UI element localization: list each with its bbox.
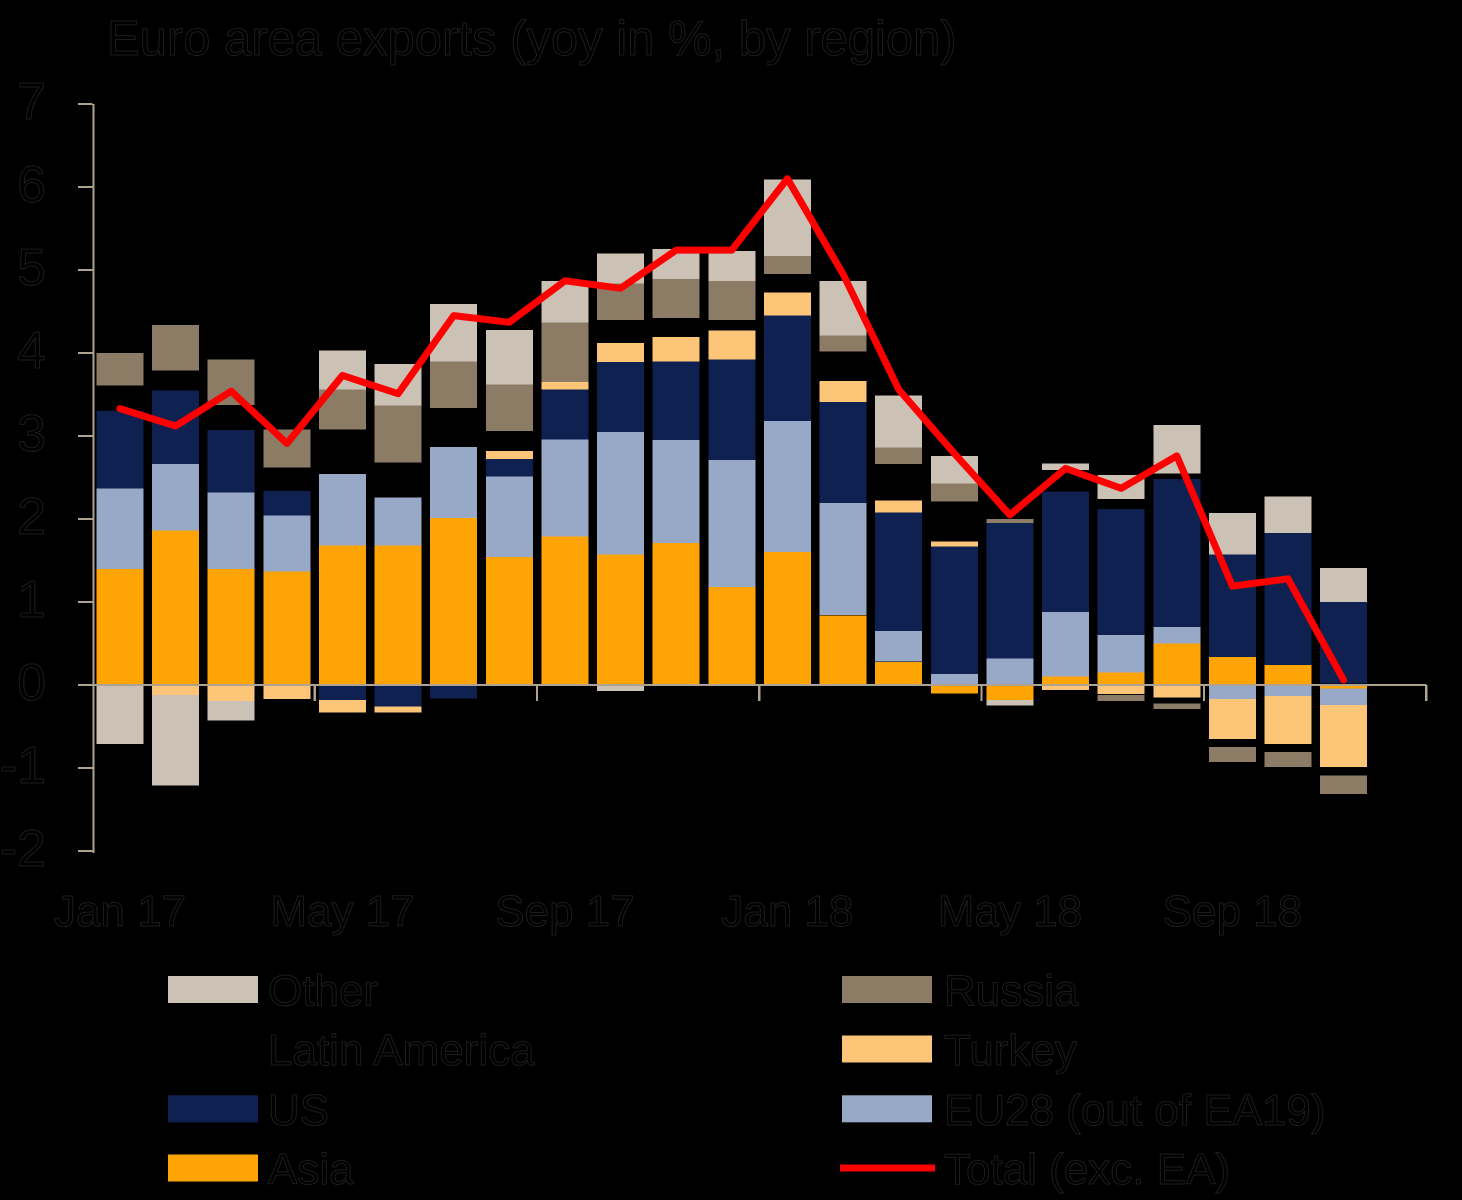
svg-text:-2: -2 [0, 820, 46, 878]
svg-text:Russia: Russia [944, 967, 1079, 1016]
svg-text:Euro area exports (yoy in %, b: Euro area exports (yoy in %, by region) [107, 12, 957, 66]
svg-text:2: 2 [17, 488, 46, 546]
svg-text:Asia: Asia [268, 1145, 354, 1194]
svg-text:-1: -1 [0, 737, 46, 795]
svg-text:May 18: May 18 [938, 887, 1082, 936]
svg-text:5: 5 [17, 239, 46, 297]
svg-text:4: 4 [17, 322, 46, 380]
svg-text:7: 7 [17, 73, 46, 131]
svg-text:May 17: May 17 [270, 887, 414, 936]
svg-text:Jan 17: Jan 17 [54, 887, 186, 936]
svg-text:3: 3 [17, 405, 46, 463]
svg-text:6: 6 [17, 156, 46, 214]
svg-text:US: US [268, 1086, 329, 1135]
svg-text:Turkey: Turkey [944, 1026, 1077, 1075]
svg-text:1: 1 [17, 571, 46, 629]
svg-text:Total (exc. EA): Total (exc. EA) [944, 1145, 1230, 1194]
svg-text:Latin America: Latin America [268, 1026, 535, 1075]
svg-text:Other: Other [268, 967, 378, 1016]
svg-text:Jan 18: Jan 18 [721, 887, 853, 936]
svg-text:EU28 (out of EA19): EU28 (out of EA19) [944, 1086, 1326, 1135]
svg-text:0: 0 [17, 654, 46, 712]
svg-text:Sep 17: Sep 17 [495, 887, 634, 936]
svg-text:Sep 18: Sep 18 [1163, 887, 1302, 936]
